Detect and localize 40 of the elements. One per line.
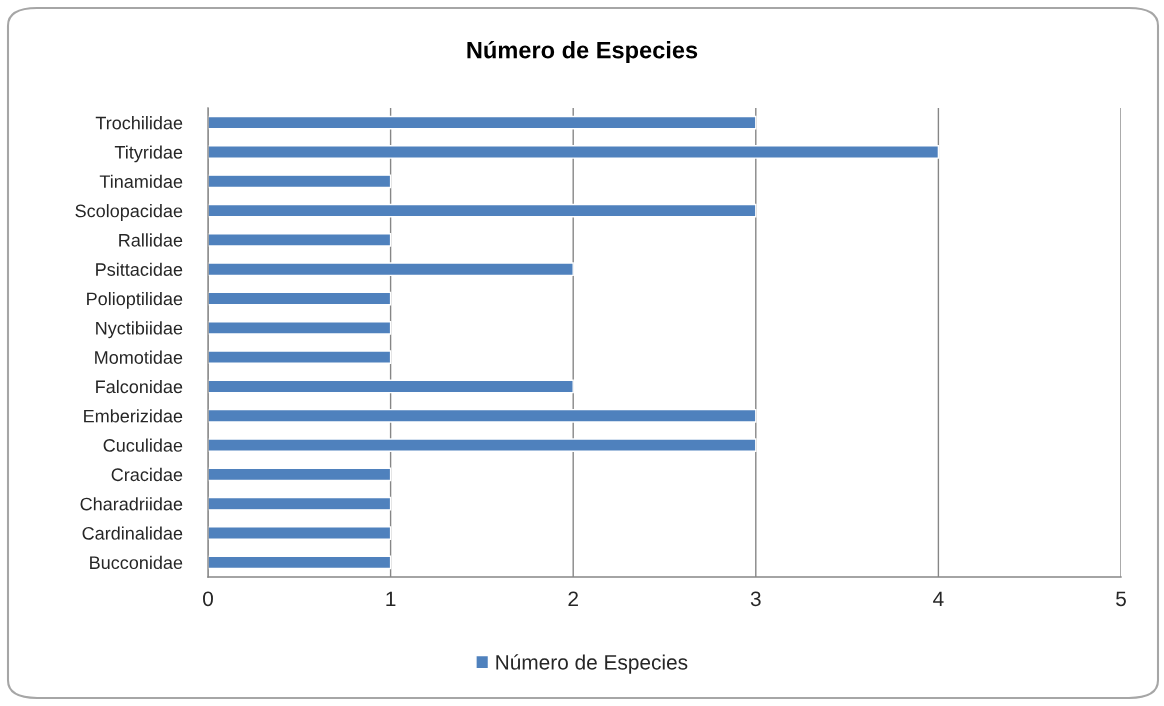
y-tick-label: Cardinalidae [82, 526, 183, 540]
bar [208, 438, 757, 452]
x-tick-label: 5 [1116, 591, 1126, 607]
bar [208, 115, 757, 130]
y-tick-label: Tityridae [114, 145, 183, 163]
y-tick-label: Polioptilidae [87, 291, 183, 309]
bar [208, 320, 392, 335]
x-tick-label: 3 [750, 591, 761, 607]
bar [208, 526, 392, 540]
x-tick-label: 4 [933, 591, 944, 606]
y-tick-label: Scolopacidae [75, 204, 183, 221]
bar [208, 174, 392, 189]
y-tick-label: Cracidae [111, 467, 183, 482]
bar [208, 233, 392, 247]
bar [208, 203, 757, 218]
bar [208, 467, 392, 482]
x-tick-label: 2 [568, 591, 578, 606]
y-tick-label: Falconidae [96, 379, 183, 394]
chart-title: Número de Especies [467, 40, 698, 64]
y-tick-label: Nyctibiidae [96, 321, 183, 339]
bar [208, 291, 392, 306]
y-tick-label: Psittacidae [96, 262, 183, 276]
y-tick-label: Cuculidae [103, 438, 183, 452]
bar [208, 379, 574, 394]
y-tick-label: Tinamidae [99, 174, 183, 188]
bar [208, 408, 757, 423]
legend-label: Número de Especies [496, 654, 688, 674]
bar [208, 555, 392, 570]
x-tick-label: 0 [203, 591, 213, 607]
y-tick-label: Emberizidae [84, 409, 183, 423]
x-tick-label: 1 [386, 591, 396, 606]
bar [208, 262, 574, 277]
y-tick-label: Bucconidae [90, 555, 183, 570]
bar [208, 350, 392, 365]
bar [208, 496, 392, 511]
y-tick-label: Charadriidae [80, 497, 183, 511]
y-tick-label: Momotidae [95, 350, 183, 364]
bar [208, 145, 940, 159]
y-tick-label: Trochilidae [95, 116, 183, 130]
y-tick-label: Rallidae [119, 233, 183, 247]
